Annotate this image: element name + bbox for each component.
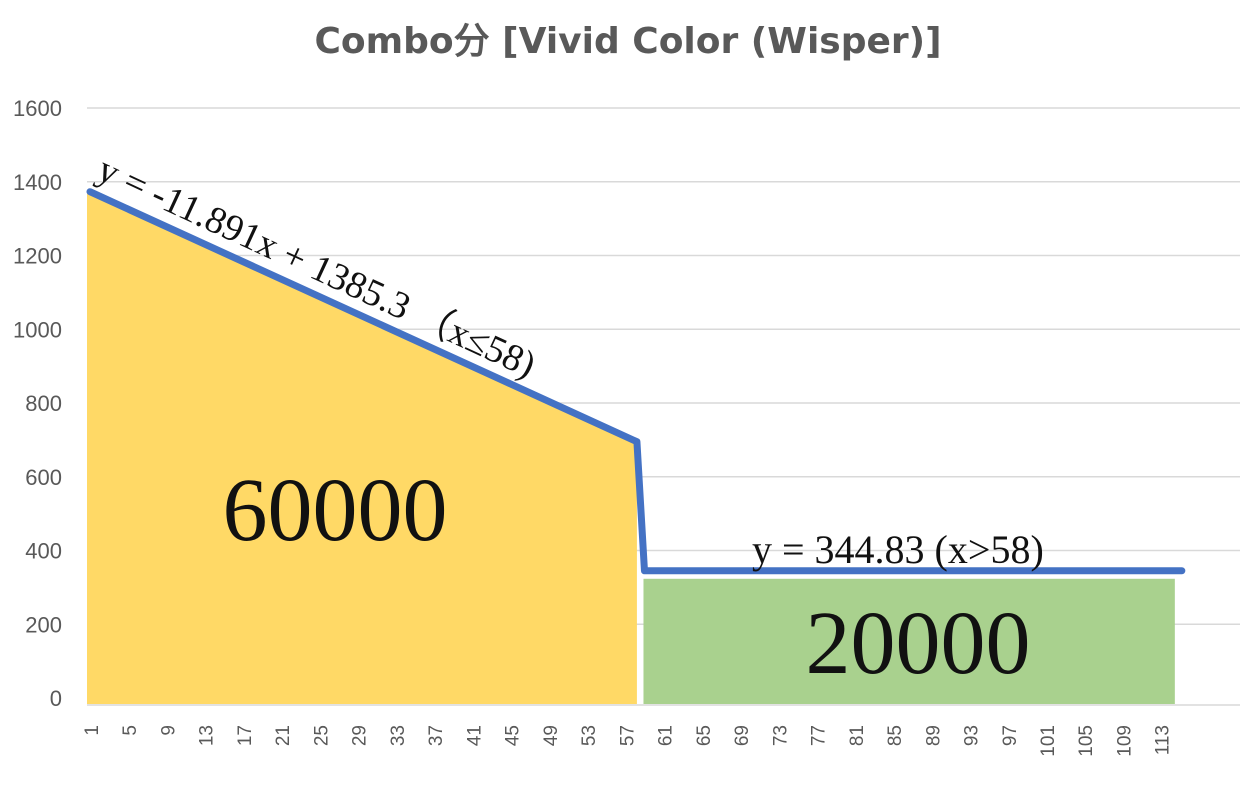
filled-areas: [87, 191, 1175, 705]
x-tick-label: 29: [350, 725, 371, 746]
x-tick-label: 37: [426, 725, 447, 746]
x-tick-label: 45: [503, 725, 524, 746]
x-tick-label: 109: [1114, 725, 1135, 757]
x-tick-label: 13: [197, 725, 218, 746]
x-tick-label: 97: [1000, 725, 1021, 746]
x-tick-label: 41: [464, 725, 485, 746]
x-tick-label: 105: [1076, 725, 1097, 757]
x-tick-label: 73: [770, 725, 791, 746]
x-tick-label: 57: [617, 725, 638, 746]
chart-title: Combo分 [Vivid Color (Wisper)]: [314, 21, 942, 62]
x-tick-label: 85: [885, 725, 906, 746]
y-tick-label: 200: [25, 612, 62, 637]
x-tick-label: 33: [388, 725, 409, 746]
axes: 1 5 9 13 17 21 25 29 33 37 41 45 49 53 57 61 65 69 73 77 81 8…: [82, 704, 1240, 757]
x-tick-label: 77: [809, 725, 830, 746]
area-fill-second-segment: [643, 578, 1175, 704]
y-tick-label: 1200: [13, 244, 62, 269]
x-tick-label: 9: [158, 725, 179, 736]
y-tick-label: 1400: [13, 170, 62, 195]
area-fill-first-segment: [87, 191, 637, 705]
x-tick-label: 5: [120, 725, 141, 736]
x-tick-label: 113: [1153, 725, 1174, 755]
area-label-20000: 20000: [806, 594, 1031, 693]
area-label-60000: 60000: [223, 461, 448, 560]
x-tick-label: 49: [541, 725, 562, 746]
y-tick-label: 1600: [13, 96, 62, 121]
x-tick-label: 69: [732, 725, 753, 746]
y-tick-label: 1000: [13, 317, 62, 342]
x-tick-label: 93: [962, 725, 983, 746]
x-tick-label: 61: [656, 725, 677, 746]
y-tick-label: 0: [50, 686, 62, 711]
x-tick-label: 17: [235, 725, 256, 746]
y-tick-label: 400: [25, 539, 62, 564]
x-tick-label: 1: [82, 725, 103, 736]
x-tick-label: 65: [694, 725, 715, 746]
y-tick-label: 800: [25, 391, 62, 416]
x-tick-label: 25: [311, 725, 332, 746]
x-tick-label: 81: [847, 725, 868, 746]
equation-annotation-2: y = 344.83 (x>58): [752, 527, 1044, 572]
x-tick-label: 21: [273, 725, 294, 746]
x-tick-label: 53: [579, 725, 600, 746]
series-line: [86, 188, 1186, 575]
x-tick-label: 101: [1038, 725, 1059, 757]
series-line-layer: [86, 188, 1186, 575]
x-tick-label: 89: [923, 725, 944, 746]
y-tick-label: 600: [25, 465, 62, 490]
